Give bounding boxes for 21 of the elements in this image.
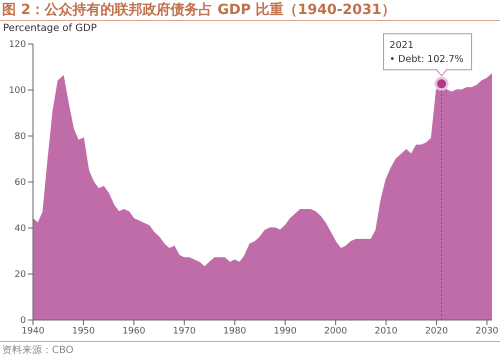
y-tick-label: 120 — [8, 40, 26, 50]
y-tick-label: 40 — [14, 224, 26, 234]
y-tick-label: 60 — [14, 178, 26, 188]
y-axis-title: Percentage of GDP — [3, 23, 97, 34]
x-tick-label: 1980 — [223, 326, 246, 336]
x-tick-label: 1990 — [274, 326, 297, 336]
x-tick-label: 1940 — [22, 326, 45, 336]
x-tick-label: 2010 — [374, 326, 398, 336]
chart-title: 图 2：公众持有的联邦政府债务占 GDP 比重（1940-2031） — [2, 1, 396, 19]
x-tick-label: 1970 — [172, 326, 196, 336]
x-tick-label: 2030 — [476, 326, 499, 336]
text: 资料来源：CBO — [2, 344, 74, 357]
x-tick-label: 2000 — [324, 326, 348, 336]
annotation: 2021 • Debt: 102.7% — [390, 40, 464, 65]
x-tick-label: 2020 — [425, 326, 448, 336]
x-tick-label: 1950 — [72, 326, 96, 336]
y-tick-label: 0 — [20, 316, 26, 326]
y-tick-label: 20 — [14, 270, 26, 280]
y-tick-label: 80 — [14, 132, 26, 142]
y-tick-label: 100 — [8, 86, 26, 96]
x-tick-label: 1960 — [122, 326, 146, 336]
